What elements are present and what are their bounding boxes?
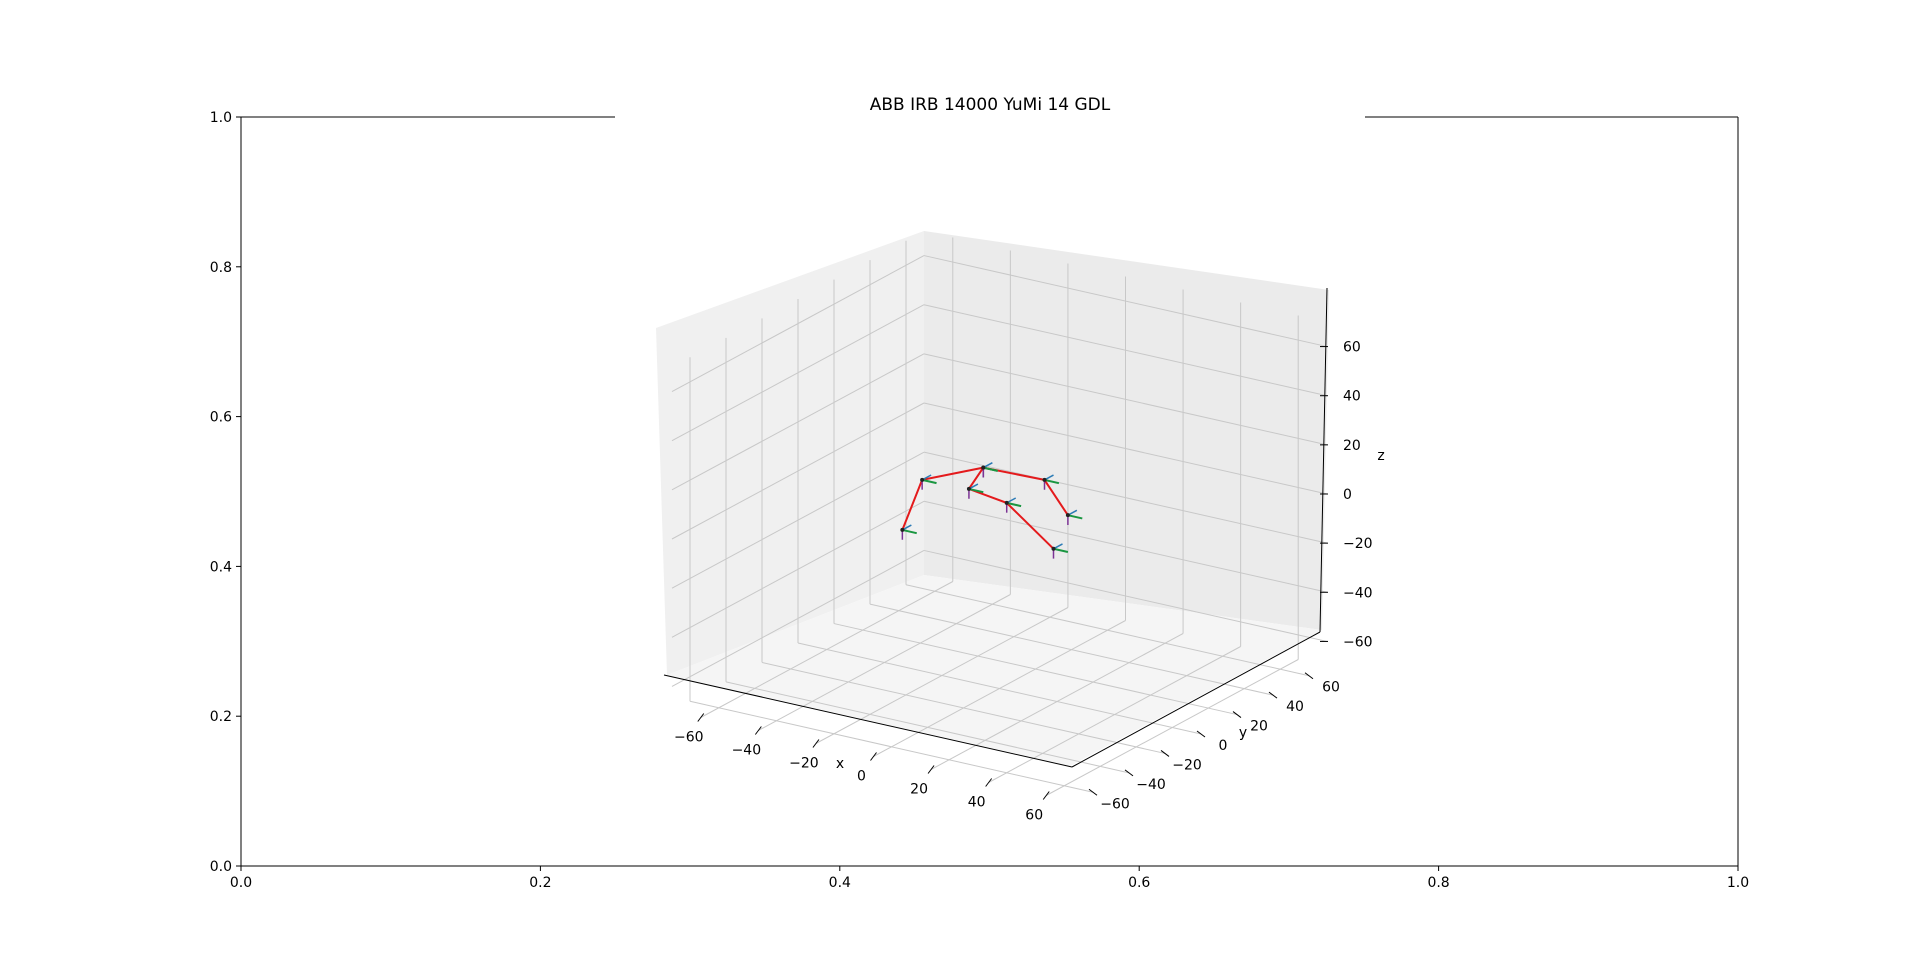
grid-line — [988, 646, 1241, 783]
y-tick-label: 20 — [1250, 719, 1268, 735]
back-pane — [924, 231, 1329, 630]
x-tick — [985, 778, 993, 787]
grid-line — [905, 584, 1310, 677]
x-tick-label: 40 — [968, 795, 986, 811]
grid-line — [671, 402, 925, 540]
joint-point — [1051, 546, 1056, 551]
z-tick-label: 60 — [1343, 340, 1361, 356]
outer-y-tick-label: 0.2 — [210, 709, 232, 725]
y-tick — [1088, 788, 1098, 796]
outer-x-tick-label: 0.8 — [1427, 875, 1449, 891]
z-tick-label: 40 — [1343, 389, 1361, 405]
y-tick-label: 0 — [1219, 738, 1228, 754]
outer-x-tick-label: 1.0 — [1727, 875, 1749, 891]
left-pane — [656, 231, 924, 675]
grid-line — [797, 642, 1202, 735]
y-tick — [1304, 672, 1314, 680]
z-tick-label: −60 — [1343, 634, 1373, 650]
grid-line — [923, 402, 1328, 495]
grid-line — [923, 255, 1328, 348]
joint-frame-x — [1006, 501, 1022, 508]
outer-y-tick-label: 0.0 — [210, 859, 232, 875]
grid-3d — [671, 237, 1328, 796]
panes — [656, 231, 1329, 766]
x-tick-label: −20 — [789, 756, 819, 772]
axis-lines — [663, 287, 1328, 768]
joint-frame-x — [983, 466, 998, 472]
y-tick — [1124, 769, 1134, 777]
grid-line — [1045, 659, 1299, 796]
y-tick — [1160, 750, 1170, 757]
outer-y-tick-label: 1.0 — [210, 110, 232, 126]
x-axis-label: x — [836, 756, 844, 772]
joint-point — [981, 465, 986, 470]
y-tick-label: 60 — [1322, 680, 1340, 696]
grid-line — [671, 304, 925, 442]
joint-point — [920, 477, 925, 482]
y-tick-label: −20 — [1172, 757, 1202, 773]
outer-y-tick-label: 0.4 — [210, 559, 232, 575]
x-tick-label: −40 — [732, 743, 762, 759]
z-axis-label: z — [1377, 448, 1384, 464]
x-tick-label: 0 — [857, 769, 866, 785]
y-tick-label: 40 — [1286, 699, 1304, 715]
x-tick — [754, 726, 762, 735]
y-tick — [1196, 730, 1206, 738]
x-tick — [812, 739, 820, 748]
z-tick-label: −40 — [1343, 585, 1373, 601]
x-tick-label: −60 — [674, 730, 704, 746]
grid-line — [930, 633, 1184, 770]
joint-frame-x — [1044, 478, 1060, 485]
y-tick-label: −40 — [1136, 777, 1166, 793]
axes-3d: −60 −40 −20 0 20 40 60 −60 −40 −20 0 20 40 60 −60 −40 −2… — [656, 231, 1385, 824]
outer-x-tick-label: 0.0 — [230, 875, 252, 891]
joint-point — [1065, 513, 1070, 518]
x-tick — [870, 752, 877, 761]
x-axis-line — [663, 674, 1073, 768]
y-tick — [1232, 711, 1242, 718]
grid-line — [923, 353, 1328, 446]
chart-title: ABB IRB 14000 YuMi 14 GDL — [870, 95, 1111, 115]
outer-axes: 0.0 0.2 0.4 0.6 0.8 1.0 0.0 0.2 0.4 0.6 0.8 1.0 — [210, 110, 1749, 891]
joint-point — [1042, 477, 1047, 482]
joint-frame-x — [968, 487, 984, 494]
grid-line — [923, 304, 1328, 397]
outer-y-tick-label: 0.6 — [210, 410, 232, 426]
grid-line — [833, 623, 1238, 716]
grid-line — [671, 255, 925, 393]
outer-x-ticks: 0.0 0.2 0.4 0.6 0.8 1.0 — [230, 866, 1749, 891]
z-tick-label: −20 — [1343, 536, 1373, 552]
joint-frame-x — [1067, 514, 1083, 520]
x-tick — [1042, 791, 1050, 800]
ticks-3d: −60 −40 −20 0 20 40 60 −60 −40 −20 0 20 40 60 −60 −40 −2… — [674, 340, 1373, 824]
z-axis-line — [1319, 287, 1328, 633]
x-tick-label: 20 — [910, 782, 928, 798]
joint-frame-x — [1053, 547, 1069, 554]
grid-line — [869, 603, 1274, 696]
robot-plot — [900, 462, 1083, 559]
y-tick-label: −60 — [1100, 796, 1130, 812]
z-tick-label: 0 — [1343, 487, 1352, 503]
outer-x-tick-label: 0.2 — [529, 875, 551, 891]
x-tick-label: 60 — [1025, 808, 1043, 824]
y-axis-line — [1071, 631, 1321, 768]
x-tick — [927, 765, 935, 774]
y-axis-label: y — [1239, 725, 1247, 741]
joint-point — [1004, 500, 1009, 505]
y-tick — [1268, 691, 1278, 699]
joint-point — [900, 527, 905, 532]
outer-y-ticks: 0.0 0.2 0.4 0.6 0.8 1.0 — [210, 110, 241, 875]
grid-line — [671, 353, 925, 491]
joint-frame-x — [921, 478, 937, 485]
z-tick-label: 20 — [1343, 438, 1361, 454]
x-tick — [697, 713, 705, 722]
outer-x-tick-label: 0.4 — [829, 875, 851, 891]
outer-y-tick-label: 0.8 — [210, 260, 232, 276]
joint-point — [966, 486, 971, 491]
floor-pane — [667, 575, 1322, 766]
outer-x-tick-label: 0.6 — [1128, 875, 1150, 891]
joint-frame-x — [902, 528, 917, 535]
robot-arm-links-0 — [901, 466, 1055, 550]
